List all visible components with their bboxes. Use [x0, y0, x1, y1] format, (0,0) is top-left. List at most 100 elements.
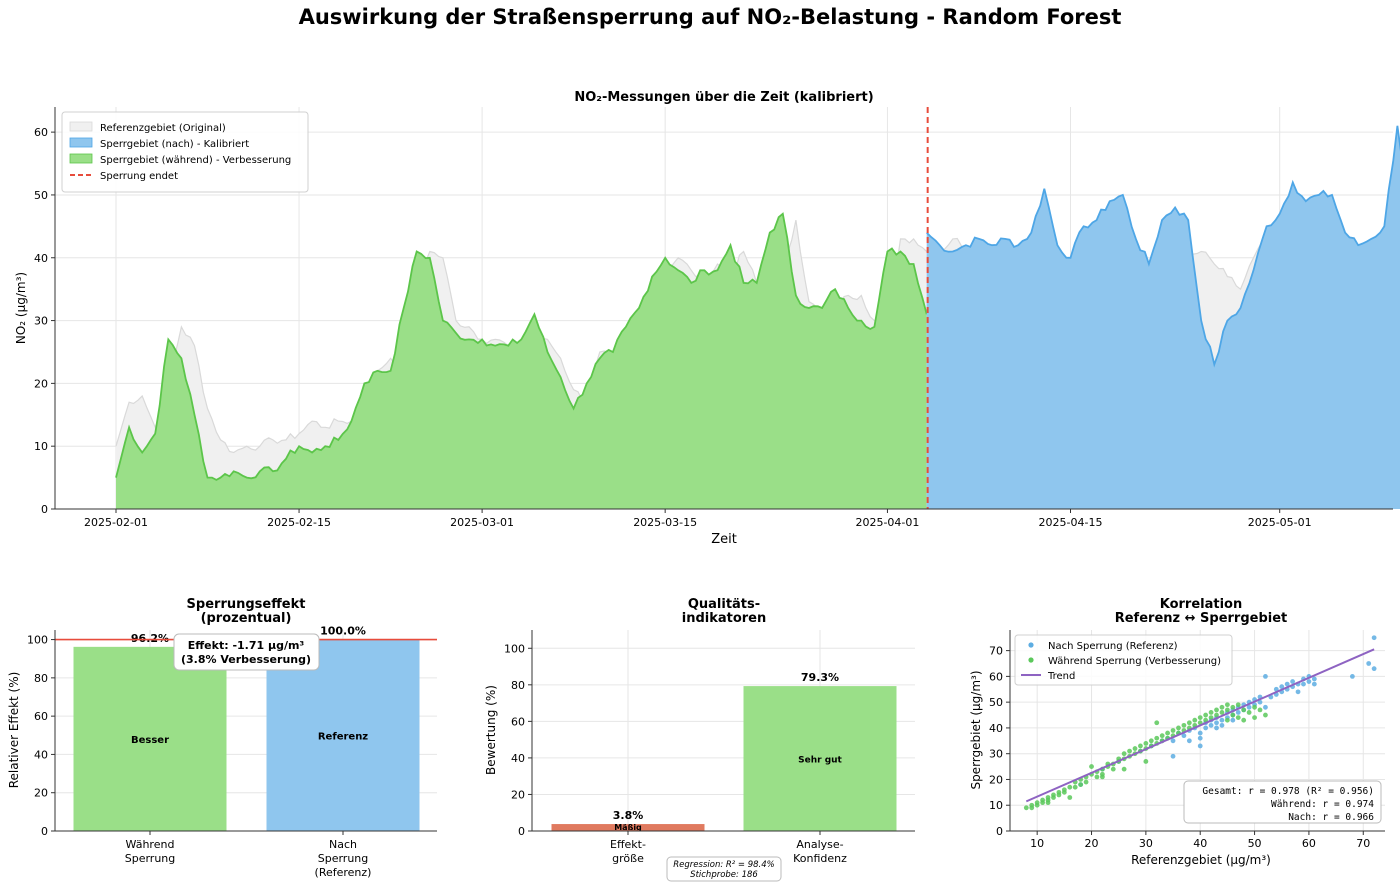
scatter-point-during: [1067, 784, 1073, 790]
effect-annotation: Effekt: -1.71 µg/m³ (3.8% Verbesserung): [173, 633, 320, 671]
chart-title: Sperrungseffekt (prozentual): [187, 597, 306, 626]
scatter-point-during: [1214, 707, 1219, 713]
after-area: [926, 125, 1400, 509]
y-axis-label: Bewertung (%): [484, 685, 498, 775]
y-tick-label: 80: [511, 679, 525, 692]
bar-value-label: 96.2%: [131, 632, 169, 645]
scatter-point-after: [1197, 743, 1203, 749]
scatter-point-during: [1127, 748, 1132, 754]
scatter-point-after: [1214, 725, 1219, 731]
timeseries-chart: 0 10 20 30 40 50 60 2025-02-01 2025-02-15 2025-03…: [14, 90, 1400, 547]
scatter-point-after: [1349, 673, 1355, 679]
y-tick-label: 100: [504, 642, 525, 655]
chart-title: Qualitäts-indikatoren: [682, 597, 767, 626]
scatter-point-after: [1273, 686, 1279, 692]
legend-swatch: [1028, 657, 1034, 663]
stats-line: Während: r = 0.974: [1271, 799, 1374, 810]
x-tick-label: Analyse-Konfidenz: [793, 838, 847, 865]
scatter-point-during: [1170, 728, 1176, 733]
x-tick-label: 10: [1030, 837, 1044, 850]
scatter-point-after: [1371, 635, 1377, 641]
scatter-point-after: [1235, 710, 1241, 715]
bar-value-label: 79.3%: [801, 671, 839, 684]
legend-box: [1014, 634, 1233, 686]
y-tick-label: 40: [989, 722, 1003, 735]
x-tick-label: Während Sperrung: [125, 838, 176, 865]
scatter-point-after: [1246, 704, 1252, 710]
y-tick-label: 0: [41, 825, 48, 838]
scatter-point-after: [1290, 679, 1296, 684]
scatter-point-after: [1170, 738, 1176, 744]
footnote-text: Regression: R² = 98.4% Stichprobe: 186: [673, 860, 774, 880]
y-tick-label: 100: [27, 634, 48, 647]
y-tick-label: 50: [34, 189, 48, 202]
scatter-point-during: [1143, 759, 1149, 764]
during-line: [115, 212, 928, 481]
scatter-point-after: [1208, 722, 1214, 728]
y-tick-label: 0: [518, 825, 525, 838]
x-tick-label: 2025-02-15: [267, 516, 331, 529]
legend-label: Referenzgebiet (Original): [100, 123, 226, 134]
scatter-point-during: [1110, 766, 1116, 772]
y-axis-label: Relativer Effekt (%): [7, 672, 21, 789]
legend-box: [61, 111, 309, 193]
scatter-point-during: [1067, 795, 1073, 800]
correlation-stats: Gesamt: r = 0.978 (R² = 0.956) Während: r…: [1183, 780, 1382, 824]
footnote-box: [666, 856, 782, 882]
scatter-point-during: [1051, 792, 1056, 798]
scatter-point-during: [1186, 720, 1192, 726]
scatter-point-during: [1056, 792, 1062, 798]
chart-title: Korrelation Referenz ↔ Sperrgebiet: [1115, 597, 1288, 626]
stats-line: Nach: r = 0.966: [1288, 812, 1374, 823]
annotation-text: Effekt: -1.71 µg/m³ (3.8% Verbesserung): [181, 639, 311, 666]
scatter-point-during: [1246, 710, 1252, 715]
legend-swatch: [69, 121, 93, 132]
scatter-point-during: [1219, 704, 1225, 710]
scatter-point-during: [1148, 738, 1154, 744]
effect-bar-chart: 0 20 40 60 80 100 96.2% Besser Während Sperrung 10…: [7, 597, 437, 879]
x-tick-label: Nach Sperrung (Referenz): [315, 838, 372, 879]
scatter-point-after: [1219, 722, 1225, 728]
x-tick-label: Effekt-größe: [610, 838, 646, 865]
y-tick-label: 30: [989, 748, 1003, 761]
bar: [266, 639, 420, 831]
bar-value-label: 100.0%: [320, 625, 366, 638]
x-tick-label: 2025-03-01: [450, 516, 514, 529]
y-tick-label: 10: [34, 440, 48, 453]
scatter-point-during: [1132, 746, 1138, 751]
scatter-point-during: [1083, 779, 1089, 785]
scatter-point-during: [1252, 715, 1257, 721]
x-tick-label: 70: [1356, 837, 1370, 850]
scatter-point-during: [1094, 774, 1100, 780]
scatter-point-during: [1197, 715, 1203, 721]
bar: [743, 686, 897, 831]
scatter-point-during: [1224, 707, 1230, 713]
after-line: [926, 125, 1400, 368]
scatter-point-during: [1159, 733, 1165, 739]
scatter-point-after: [1371, 666, 1377, 672]
x-tick-label: 40: [1193, 837, 1207, 850]
y-tick-label: 20: [511, 788, 525, 801]
x-tick-label: 2025-02-01: [84, 516, 148, 529]
scatter-point-after: [1306, 679, 1312, 684]
y-tick-label: 50: [989, 696, 1003, 709]
scatter-point-after: [1219, 717, 1225, 723]
quality-footnote: Regression: R² = 98.4% Stichprobe: 186: [666, 856, 782, 882]
y-tick-label: 70: [989, 645, 1003, 658]
scatter-point-during: [1040, 797, 1046, 803]
legend: Referenzgebiet (Original) Sperrgebiet (na…: [61, 111, 309, 193]
y-tick-label: 20: [34, 377, 48, 390]
scatter-point-after: [1230, 717, 1236, 723]
quality-bar-chart: 0 20 40 60 80 100 3.8%Mäßig Effekt-größe 79.3% Se…: [484, 597, 915, 882]
bar: [73, 646, 227, 831]
scatter-point-during: [1045, 800, 1051, 806]
scatter-point-during: [1263, 712, 1268, 718]
scatter-point-after: [1284, 681, 1290, 687]
scatter-point-during: [1192, 717, 1198, 723]
x-axis-label: Referenzgebiet (µg/m³): [1131, 853, 1271, 867]
y-tick-label: 10: [989, 799, 1003, 812]
scatter-point-after: [1311, 676, 1317, 682]
y-tick-label: 0: [41, 503, 48, 516]
scatter-point-during: [1165, 730, 1171, 736]
y-tick-label: 60: [511, 715, 525, 728]
